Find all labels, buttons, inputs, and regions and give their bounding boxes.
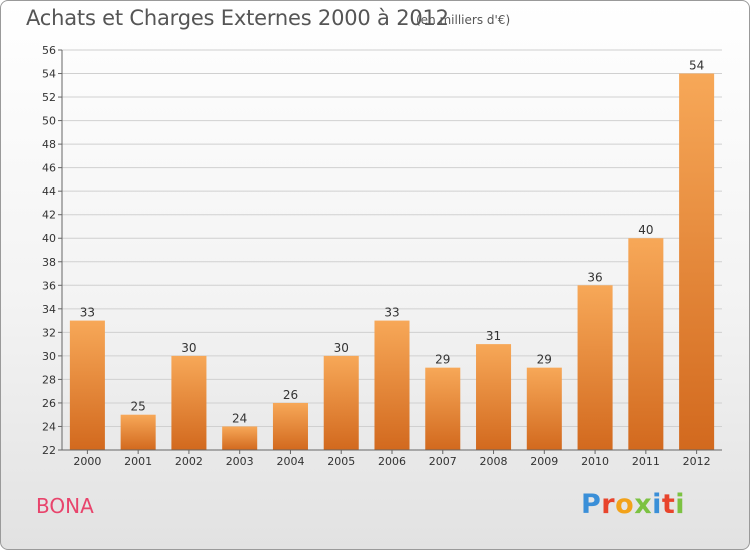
x-tick-label: 2010 bbox=[581, 455, 609, 468]
logo-letter: i bbox=[652, 489, 662, 520]
bar-2006 bbox=[374, 320, 410, 450]
bar-2008 bbox=[476, 344, 512, 450]
x-tick-label: 2002 bbox=[175, 455, 203, 468]
bar-2000 bbox=[69, 320, 105, 450]
data-label: 31 bbox=[486, 329, 501, 343]
data-label: 24 bbox=[232, 411, 247, 425]
y-tick-label: 30 bbox=[42, 350, 56, 363]
y-tick-label: 24 bbox=[42, 420, 56, 433]
x-tick-label: 2004 bbox=[276, 455, 304, 468]
chart-unit-label: (en milliers d'€) bbox=[416, 13, 511, 27]
commune-name: BONA bbox=[36, 494, 94, 518]
logo-letter: t bbox=[661, 489, 676, 520]
y-tick-label: 32 bbox=[42, 326, 56, 339]
chart-title: Achats et Charges Externes 2000 à 2012 bbox=[26, 6, 449, 30]
bar-2002 bbox=[171, 355, 207, 450]
x-tick-label: 2001 bbox=[124, 455, 152, 468]
y-tick-label: 26 bbox=[42, 397, 56, 410]
x-axis-ticks: 2000 2001 2002 2003 2004 2005 2006 2007 2008 2009… bbox=[73, 450, 711, 468]
bar-2012 bbox=[679, 73, 715, 450]
bar-2003 bbox=[222, 426, 258, 450]
data-label: 30 bbox=[334, 341, 349, 355]
y-tick-label: 56 bbox=[42, 44, 56, 57]
data-label: 33 bbox=[384, 306, 399, 320]
bar-2010 bbox=[577, 285, 613, 450]
y-tick-label: 28 bbox=[42, 373, 56, 386]
data-label: 54 bbox=[689, 59, 704, 73]
data-labels: 33 25 30 24 26 30 33 29 31 29 36 40 54 bbox=[80, 59, 705, 426]
proxiti-logo[interactable]: Proxiti bbox=[581, 489, 685, 520]
x-tick-label: 2000 bbox=[73, 455, 101, 468]
bar-2004 bbox=[272, 402, 308, 450]
y-tick-label: 44 bbox=[42, 185, 56, 198]
y-tick-label: 52 bbox=[42, 91, 56, 104]
x-tick-label: 2008 bbox=[480, 455, 508, 468]
x-tick-label: 2005 bbox=[327, 455, 355, 468]
bar-2011 bbox=[628, 238, 664, 450]
logo-letter: i bbox=[675, 489, 686, 520]
axes bbox=[61, 50, 722, 451]
y-tick-label: 46 bbox=[42, 162, 56, 175]
data-label: 25 bbox=[131, 400, 146, 414]
y-axis-ticks: 22 24 26 28 30 32 34 36 38 40 42 44 46 48 50 52 54 56 bbox=[42, 44, 62, 457]
y-tick-label: 48 bbox=[42, 138, 56, 151]
x-tick-label: 2003 bbox=[226, 455, 254, 468]
data-label: 33 bbox=[80, 306, 95, 320]
bars bbox=[69, 73, 715, 450]
data-label: 30 bbox=[181, 341, 196, 355]
y-tick-label: 22 bbox=[42, 444, 56, 457]
x-tick-label: 2007 bbox=[429, 455, 457, 468]
y-tick-label: 54 bbox=[42, 68, 56, 81]
data-label: 40 bbox=[638, 223, 653, 237]
x-tick-label: 2006 bbox=[378, 455, 406, 468]
data-label: 29 bbox=[435, 353, 450, 367]
logo-letter: o bbox=[615, 489, 635, 520]
y-tick-label: 34 bbox=[42, 303, 56, 316]
bar-2007 bbox=[425, 367, 461, 450]
bar-2005 bbox=[323, 355, 359, 450]
y-tick-label: 50 bbox=[42, 115, 56, 128]
logo-letter: r bbox=[601, 489, 616, 520]
logo-letter: x bbox=[634, 489, 653, 520]
logo-letter: P bbox=[581, 489, 602, 520]
y-tick-label: 42 bbox=[42, 209, 56, 222]
bar-2009 bbox=[526, 367, 562, 450]
data-label: 36 bbox=[587, 270, 602, 284]
x-tick-label: 2011 bbox=[632, 455, 660, 468]
y-tick-label: 36 bbox=[42, 279, 56, 292]
data-label: 26 bbox=[283, 388, 298, 402]
y-tick-label: 38 bbox=[42, 256, 56, 269]
y-tick-label: 40 bbox=[42, 232, 56, 245]
data-label: 29 bbox=[537, 353, 552, 367]
x-tick-label: 2009 bbox=[530, 455, 558, 468]
x-tick-label: 2012 bbox=[683, 455, 711, 468]
bar-2001 bbox=[120, 414, 156, 450]
